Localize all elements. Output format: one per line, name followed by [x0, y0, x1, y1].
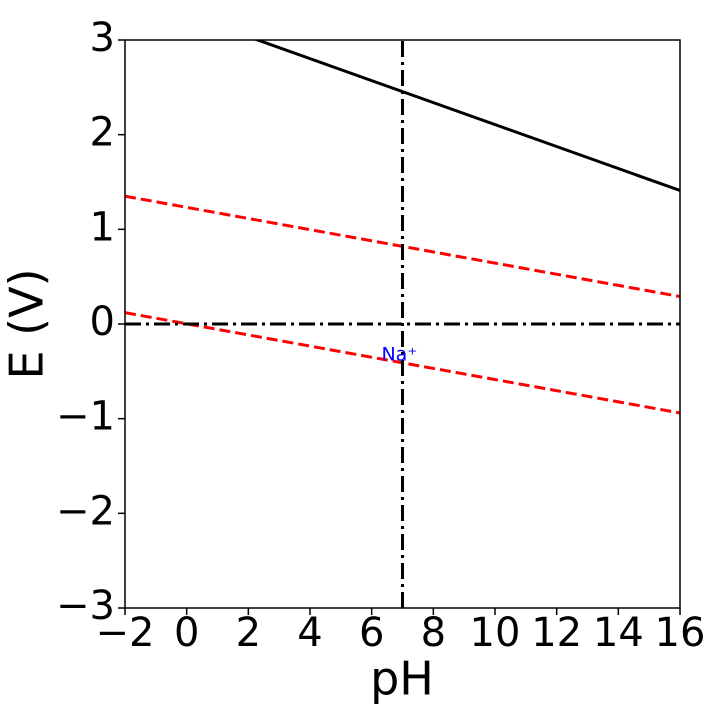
annotation: Na⁺: [381, 344, 417, 366]
y-tick-label: 3: [90, 15, 115, 61]
y-tick-label: 1: [90, 204, 115, 250]
x-tick-label: 14: [593, 610, 644, 656]
x-tick-label: 10: [470, 610, 521, 656]
x-tick-label: 6: [359, 610, 384, 656]
x-tick-label: 4: [297, 610, 322, 656]
x-tick-label: 12: [531, 610, 582, 656]
x-axis-label: pH: [370, 652, 434, 706]
y-tick-label: −1: [56, 394, 115, 440]
x-tick-label: 16: [655, 610, 706, 656]
plot-frame: [124, 39, 681, 609]
x-tick-label: 0: [174, 610, 199, 656]
x-tick-label: 2: [236, 610, 261, 656]
y-tick-label: −3: [56, 583, 115, 629]
x-tick-label: 8: [421, 610, 446, 656]
y-axis-label: E (V): [0, 268, 54, 379]
plot-area: [125, 40, 680, 608]
y-tick-label: −2: [56, 488, 115, 534]
y-tick-label: 2: [90, 110, 115, 156]
x-tick-label: −2: [96, 610, 155, 656]
y-tick-label: 0: [90, 299, 115, 345]
